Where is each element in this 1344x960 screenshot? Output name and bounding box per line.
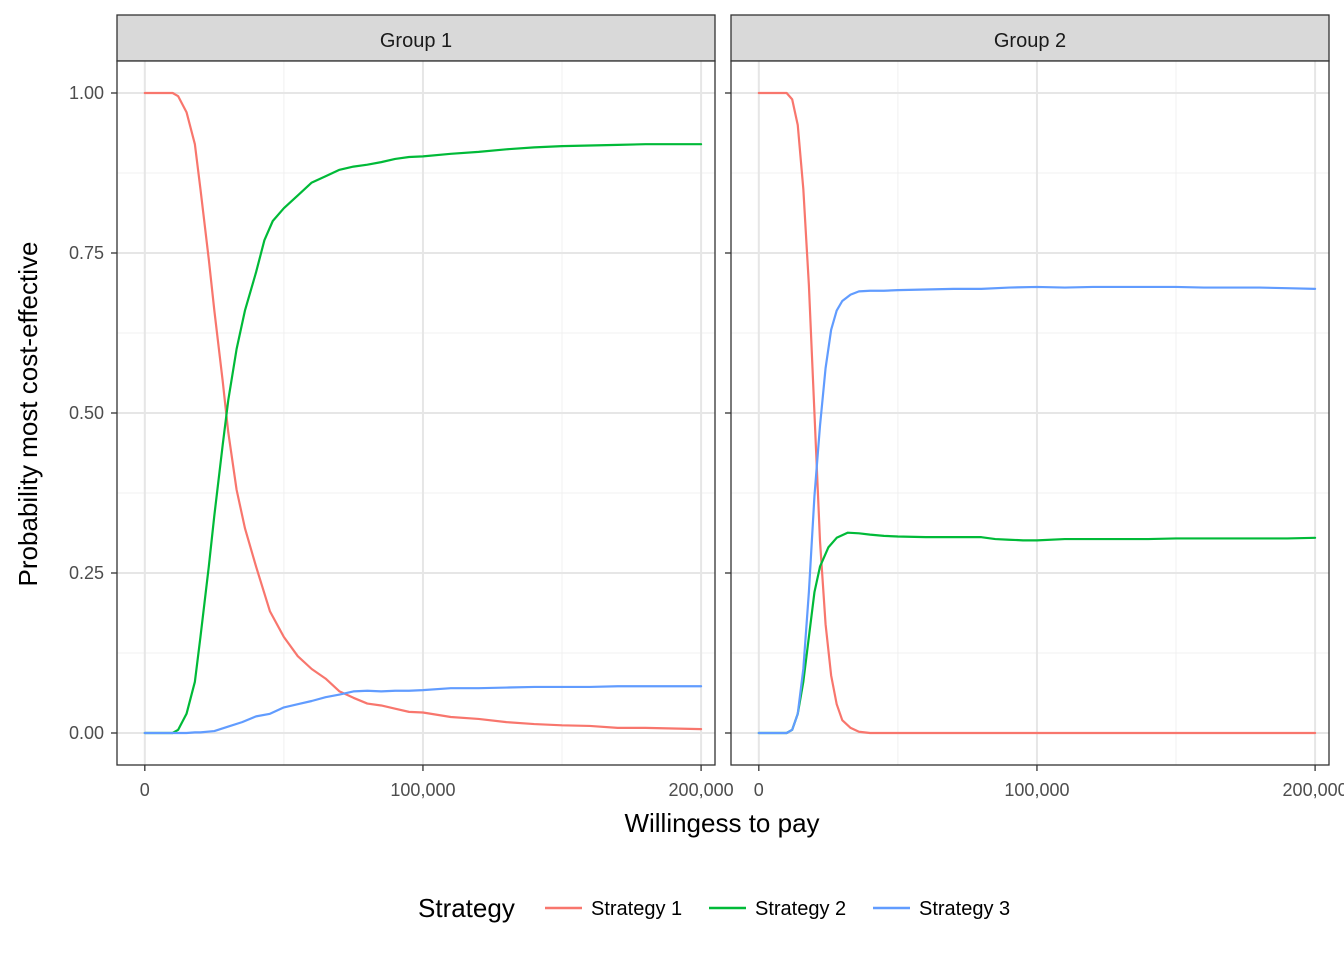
legend-label: Strategy 3 [919, 898, 1010, 920]
x-tick-label: 100,000 [1004, 780, 1069, 800]
x-tick-label: 200,000 [669, 780, 734, 800]
y-tick-label: 0.75 [69, 243, 104, 263]
x-tick-label: 0 [754, 780, 764, 800]
legend-label: Strategy 2 [755, 898, 846, 920]
series-line-strategy-2 [757, 531, 1317, 735]
x-tick-label: 200,000 [1283, 780, 1344, 800]
facet-strip [730, 14, 1330, 62]
series-line-strategy-1 [143, 91, 703, 731]
x-axis-title: Willingess to pay [624, 808, 819, 838]
series-line-strategy-1 [757, 91, 1317, 735]
facet-strip-label: Group 2 [994, 30, 1066, 52]
y-tick-label: 0.00 [69, 723, 104, 743]
x-tick-label: 0 [140, 780, 150, 800]
y-tick-label: 0.25 [69, 563, 104, 583]
facet-strip [116, 14, 716, 62]
y-axis-title: Probability most cost-effective [13, 242, 43, 587]
series-line-strategy-3 [143, 685, 703, 735]
x-tick-label: 100,000 [390, 780, 455, 800]
facet-strip-label: Group 1 [380, 30, 452, 52]
y-tick-label: 0.50 [69, 403, 104, 423]
panel-1: Group 1 [116, 14, 716, 766]
series-line-strategy-3 [757, 285, 1317, 735]
panel-2: Group 2 [730, 14, 1330, 766]
legend-label: Strategy 1 [591, 898, 682, 920]
series-line-strategy-2 [143, 143, 703, 735]
legend: Strategy Strategy 1 Strategy 2 Strategy 3 [418, 893, 1010, 923]
legend-title: Strategy [418, 893, 515, 923]
y-tick-label: 1.00 [69, 83, 104, 103]
